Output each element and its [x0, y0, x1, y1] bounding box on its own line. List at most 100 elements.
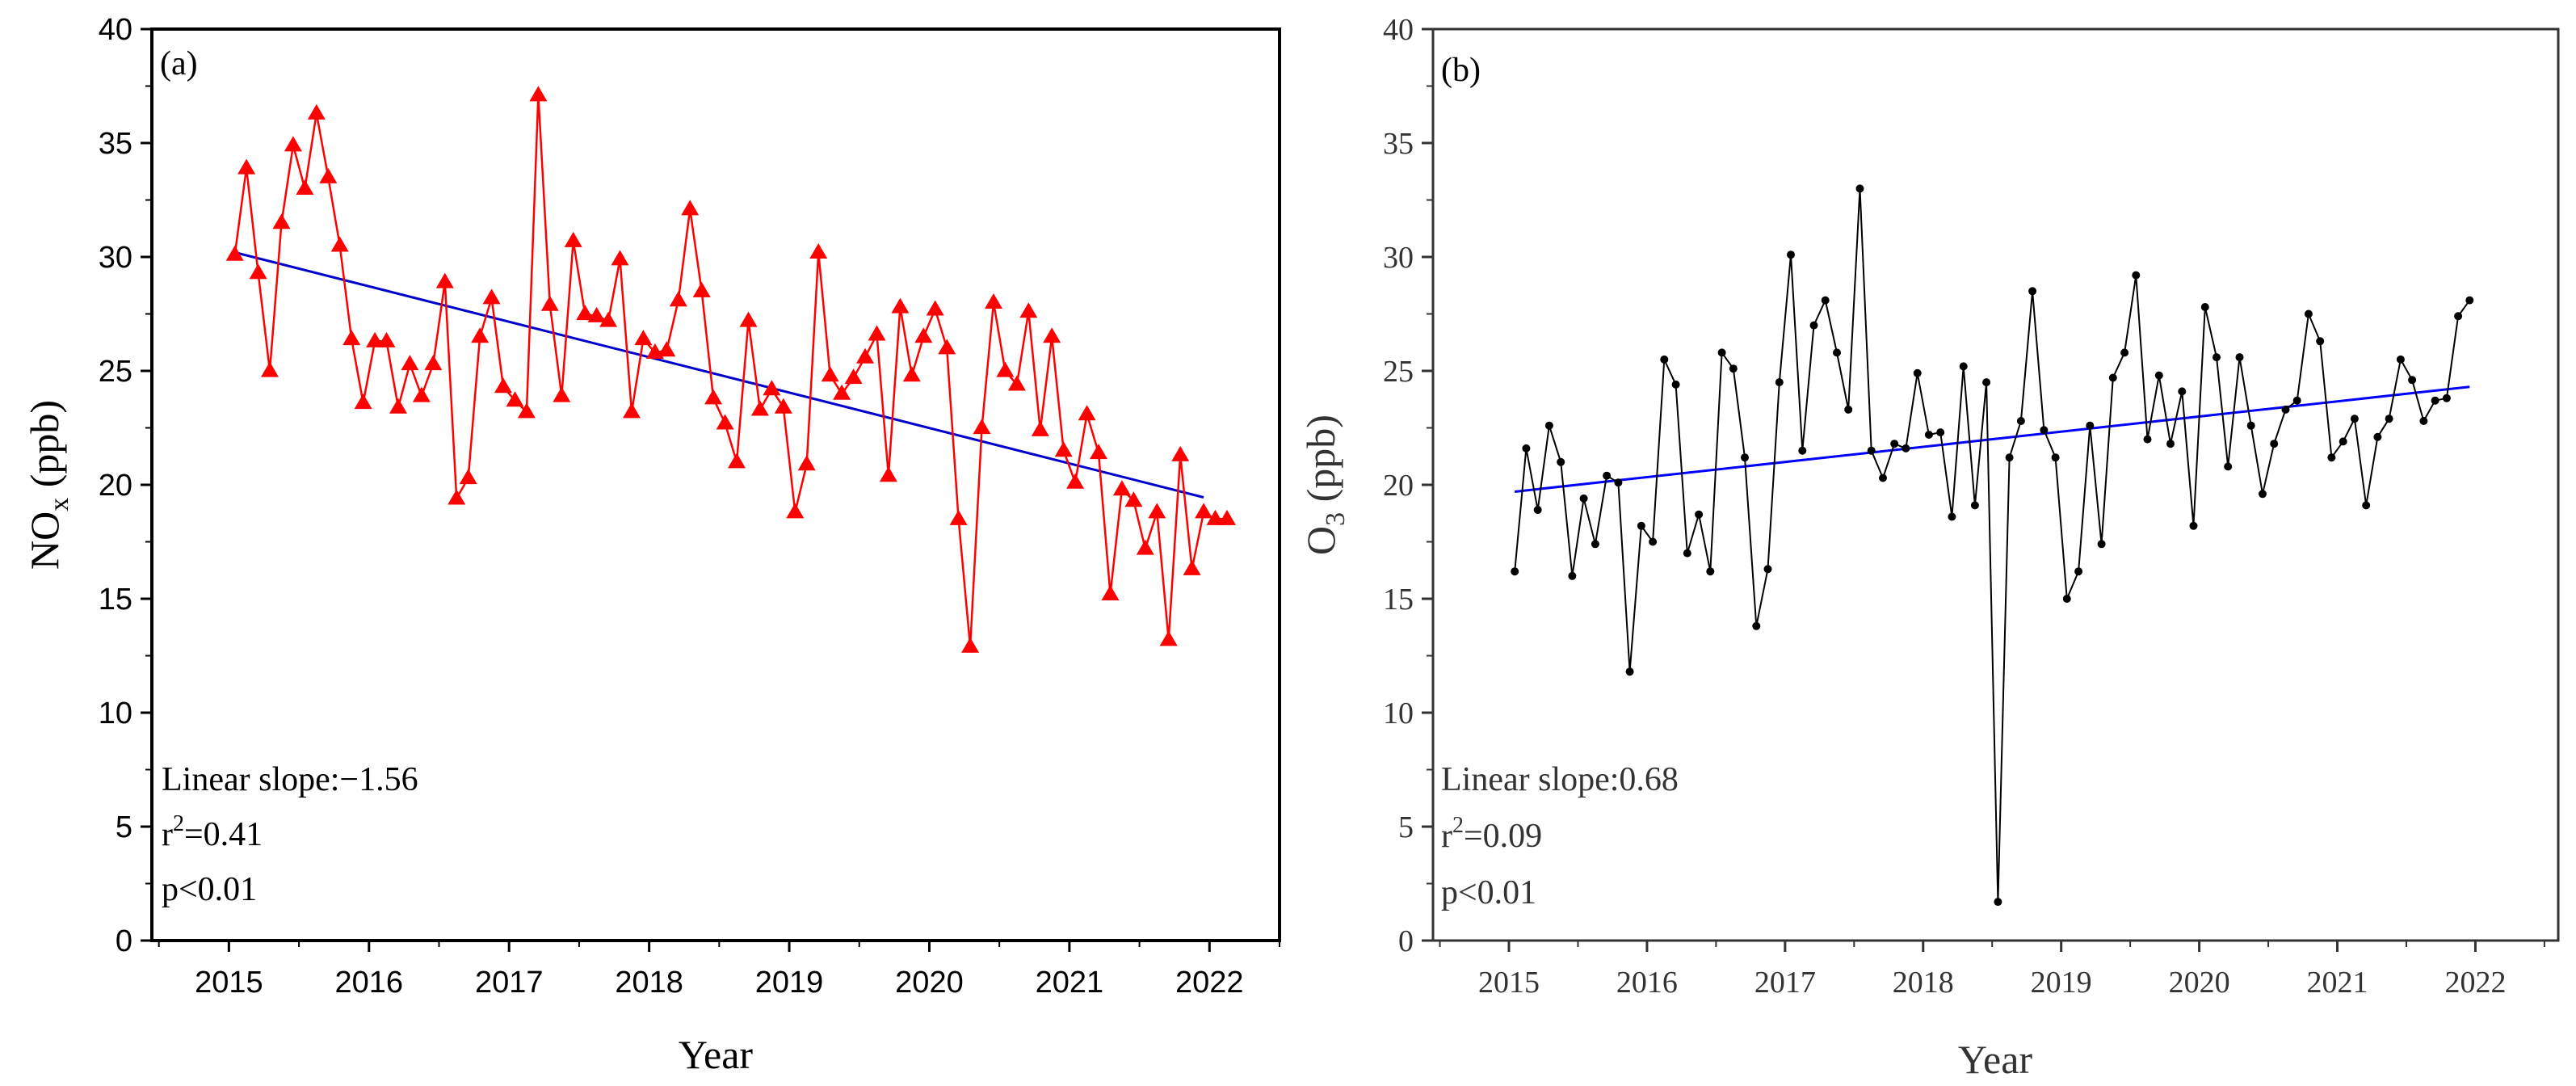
b-linear-fit-line: [1515, 385, 2470, 493]
b-data-point: [1948, 512, 1956, 521]
b-data-point: [2040, 426, 2049, 435]
panel-a-r-superscript: 2: [173, 811, 184, 836]
a-data-point: [774, 398, 792, 414]
panel-b-r-symbol: r: [1441, 818, 1452, 855]
a-data-point: [1078, 405, 1096, 421]
b-data-point: [1763, 565, 1772, 574]
a-data-point: [692, 281, 711, 297]
b-x-tick-label: 2021: [2307, 966, 2368, 1000]
b-data-point: [1695, 510, 1704, 519]
a-data-point: [296, 179, 314, 195]
a-data-point: [284, 136, 302, 152]
b-data-point: [1614, 478, 1623, 487]
panel-a-y-axis-title-unit: (ppb): [22, 400, 67, 498]
b-data-point: [2051, 453, 2060, 462]
a-y-tick-label: 30: [99, 241, 132, 275]
panel-a-label: (a): [160, 45, 198, 82]
b-x-tick-label: 2016: [1616, 966, 1678, 1000]
b-data-point: [2408, 376, 2417, 385]
a-data-point: [763, 380, 781, 396]
b-data-point: [1729, 364, 1738, 373]
panel-b-slope-annotation: Linear slope:0.68: [1441, 761, 1679, 798]
b-data-point: [1970, 501, 1979, 510]
a-data-point: [1148, 503, 1166, 519]
b-data-point: [1936, 428, 1945, 437]
b-data-point: [1671, 380, 1680, 389]
a-data-point: [389, 398, 407, 414]
a-data-point: [844, 368, 863, 385]
a-data-point: [739, 311, 758, 327]
a-data-point: [634, 330, 653, 346]
b-data-point: [2200, 303, 2209, 311]
panel-a-slope-annotation: Linear slope:−1.56: [162, 761, 418, 798]
a-data-point: [412, 386, 431, 402]
a-data-point: [1218, 509, 1236, 525]
a-data-point: [821, 366, 839, 382]
b-data-point: [1879, 474, 1887, 482]
a-data-point: [1136, 539, 1154, 555]
b-data-point: [2143, 435, 2152, 444]
b-y-tick-label: 20: [1383, 469, 1414, 503]
b-series-line: [1514, 187, 2471, 903]
b-data-point: [1568, 571, 1577, 580]
panel-a-r2-annotation: r2=0.41: [162, 811, 263, 853]
panel-b-r2-value: =0.09: [1464, 818, 1542, 855]
panel-a-y-axis-title-sub: x: [44, 498, 74, 511]
a-data-point: [261, 361, 279, 377]
a-data-point: [1066, 473, 1085, 489]
b-data-point: [2442, 394, 2451, 402]
b-data-point: [1924, 431, 1933, 439]
a-data-point: [891, 297, 910, 314]
a-data-point: [681, 200, 700, 216]
a-linear-fit-line: [234, 250, 1204, 499]
b-x-tick-label: 2022: [2444, 966, 2506, 1000]
b-data-point: [2385, 415, 2393, 423]
a-data-point: [424, 355, 443, 371]
b-data-point: [2189, 521, 2198, 530]
b-data-point: [2396, 355, 2405, 364]
panel-a-fit-layer: [234, 250, 1204, 499]
a-data-point: [1019, 302, 1038, 318]
panel-a-y-axis-title-main: NO: [22, 511, 67, 570]
b-data-point: [2235, 353, 2244, 362]
a-data-point: [996, 361, 1015, 377]
b-data-point: [1683, 549, 1691, 558]
b-data-point: [2259, 490, 2267, 499]
b-x-tick-label: 2017: [1754, 966, 1816, 1000]
b-data-point: [2465, 296, 2474, 305]
b-data-point: [2062, 595, 2071, 603]
b-data-point: [2292, 396, 2301, 405]
a-data-point: [1007, 375, 1026, 391]
b-data-point: [2419, 417, 2428, 425]
panel-b-y-axis-title: O3 (ppb): [1298, 415, 1351, 555]
a-data-point: [1043, 327, 1061, 343]
b-data-point: [1637, 521, 1645, 530]
panel-a-x-axis-title: Year: [679, 1032, 753, 1077]
a-data-point: [856, 347, 874, 364]
b-data-point: [2108, 373, 2117, 382]
a-x-tick-label: 2016: [335, 966, 404, 1000]
a-data-point: [377, 331, 396, 347]
a-y-tick-label: 20: [99, 469, 132, 503]
a-data-point: [330, 236, 349, 252]
a-data-point: [716, 414, 734, 430]
b-data-point: [1902, 444, 1910, 452]
a-data-point: [435, 272, 454, 288]
a-data-point: [482, 288, 501, 305]
a-data-point: [506, 391, 524, 407]
a-data-point: [611, 250, 629, 266]
a-data-point: [225, 245, 244, 261]
a-data-point: [985, 293, 1002, 309]
panel-b-o3: 0 5 10 15 20 25 30 35 40 2015 2016 2017 2018 2019 2020…: [1298, 13, 2560, 1082]
b-data-point: [2281, 405, 2290, 414]
a-data-point: [448, 489, 466, 505]
panel-a-series-layer: [233, 94, 1227, 648]
a-x-tick-label: 2022: [1175, 966, 1244, 1000]
a-data-point: [272, 213, 291, 229]
b-data-point: [1603, 471, 1612, 480]
panel-b-x-axis-title: Year: [1958, 1037, 2032, 1082]
b-x-tick-label: 2019: [2031, 966, 2092, 1000]
b-data-point: [2270, 440, 2279, 448]
b-data-point: [1982, 378, 1991, 387]
b-data-point: [1522, 444, 1531, 452]
